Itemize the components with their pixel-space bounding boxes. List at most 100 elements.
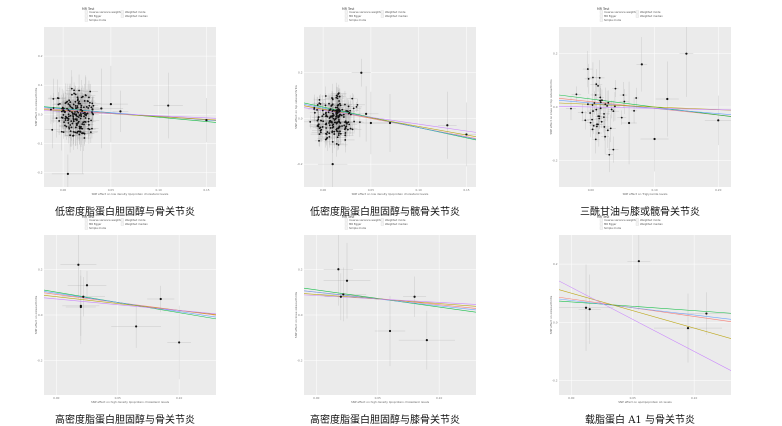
y-tick-label: -0.2 bbox=[552, 378, 558, 382]
data-point bbox=[347, 110, 349, 113]
data-point bbox=[85, 106, 88, 108]
data-point bbox=[72, 120, 75, 123]
data-point bbox=[332, 114, 335, 117]
data-point bbox=[332, 123, 335, 126]
data-point bbox=[338, 102, 341, 105]
data-point bbox=[589, 112, 592, 114]
data-point bbox=[325, 114, 328, 117]
legend-key bbox=[84, 18, 88, 22]
legend-label: Inverse variance weighted bbox=[604, 10, 639, 14]
data-point bbox=[68, 126, 70, 129]
data-point bbox=[74, 93, 77, 96]
data-point bbox=[77, 120, 80, 123]
data-point bbox=[74, 105, 77, 107]
legend-label: MR Egger bbox=[89, 14, 102, 18]
legend-label: Weighted mode bbox=[125, 218, 146, 222]
data-point bbox=[612, 148, 615, 151]
data-point bbox=[69, 101, 72, 103]
data-point bbox=[83, 137, 86, 139]
data-point bbox=[328, 132, 331, 135]
plot-marks bbox=[304, 58, 476, 187]
legend-label: Weighted median bbox=[640, 14, 663, 18]
data-point bbox=[58, 120, 61, 122]
data-point bbox=[336, 97, 339, 100]
x-tick-label: 0.10 bbox=[416, 188, 422, 192]
data-point bbox=[318, 102, 321, 105]
data-point bbox=[592, 76, 594, 79]
y-tick-label: -0.2 bbox=[297, 359, 303, 363]
y-tick-label: -0.1 bbox=[37, 141, 43, 145]
regression-line bbox=[304, 294, 476, 305]
data-point bbox=[351, 97, 354, 100]
data-point bbox=[325, 127, 328, 129]
data-point bbox=[81, 132, 84, 135]
data-point bbox=[584, 306, 588, 309]
data-point bbox=[313, 108, 316, 110]
data-point bbox=[331, 103, 334, 106]
legend-key bbox=[635, 218, 639, 222]
data-point bbox=[337, 111, 339, 114]
data-point bbox=[606, 105, 608, 107]
legend-label: Simple mode bbox=[604, 226, 621, 230]
x-tick-label: 0.10 bbox=[691, 396, 697, 400]
legend-key bbox=[599, 10, 603, 14]
data-point bbox=[88, 128, 91, 131]
data-point bbox=[331, 97, 334, 100]
legend-key bbox=[84, 218, 88, 222]
legend-label: Weighted median bbox=[640, 222, 663, 226]
data-point bbox=[68, 99, 71, 102]
data-point bbox=[75, 118, 78, 121]
y-tick-label: 0.0 bbox=[38, 112, 43, 116]
data-point bbox=[84, 117, 87, 119]
data-point bbox=[337, 268, 340, 271]
data-point bbox=[91, 111, 93, 114]
data-point bbox=[587, 77, 590, 80]
data-point bbox=[353, 120, 356, 123]
data-point bbox=[83, 132, 86, 135]
data-point bbox=[60, 110, 63, 113]
data-point bbox=[77, 101, 80, 104]
data-point bbox=[328, 124, 331, 127]
data-point bbox=[446, 124, 449, 127]
data-point bbox=[167, 104, 170, 107]
data-point bbox=[685, 52, 688, 55]
legend-key bbox=[120, 14, 124, 18]
data-point bbox=[329, 127, 332, 129]
data-point bbox=[73, 89, 75, 92]
data-point bbox=[80, 113, 82, 116]
data-point bbox=[336, 130, 339, 133]
data-point bbox=[316, 104, 319, 106]
y-tick-label: 0.2 bbox=[553, 52, 558, 56]
x-tick-label: 0.15 bbox=[203, 188, 209, 192]
data-point bbox=[67, 109, 70, 112]
data-point bbox=[344, 132, 347, 134]
data-point bbox=[74, 126, 77, 129]
data-point bbox=[413, 295, 416, 298]
panel-caption: 载脂蛋白 A1 与骨关节炎 bbox=[585, 415, 695, 426]
data-point bbox=[69, 130, 72, 133]
data-point bbox=[79, 304, 82, 307]
data-point bbox=[425, 339, 428, 342]
data-point bbox=[64, 117, 67, 120]
data-point bbox=[316, 119, 319, 122]
data-point bbox=[597, 132, 600, 134]
data-point bbox=[205, 118, 208, 122]
data-point bbox=[620, 116, 623, 119]
legend-key bbox=[344, 18, 348, 22]
y-tick-label: 0.2 bbox=[553, 262, 558, 266]
y-tick-label: 0.2 bbox=[38, 267, 43, 271]
data-point bbox=[72, 114, 74, 116]
data-point bbox=[349, 127, 352, 130]
data-point bbox=[77, 263, 80, 266]
data-point bbox=[83, 111, 86, 114]
data-point bbox=[570, 107, 572, 110]
data-point bbox=[337, 143, 340, 146]
data-point bbox=[52, 107, 55, 109]
legend-key bbox=[344, 222, 348, 226]
data-point bbox=[339, 104, 342, 107]
data-point bbox=[328, 120, 331, 122]
data-point bbox=[68, 104, 71, 106]
data-point bbox=[344, 127, 347, 130]
